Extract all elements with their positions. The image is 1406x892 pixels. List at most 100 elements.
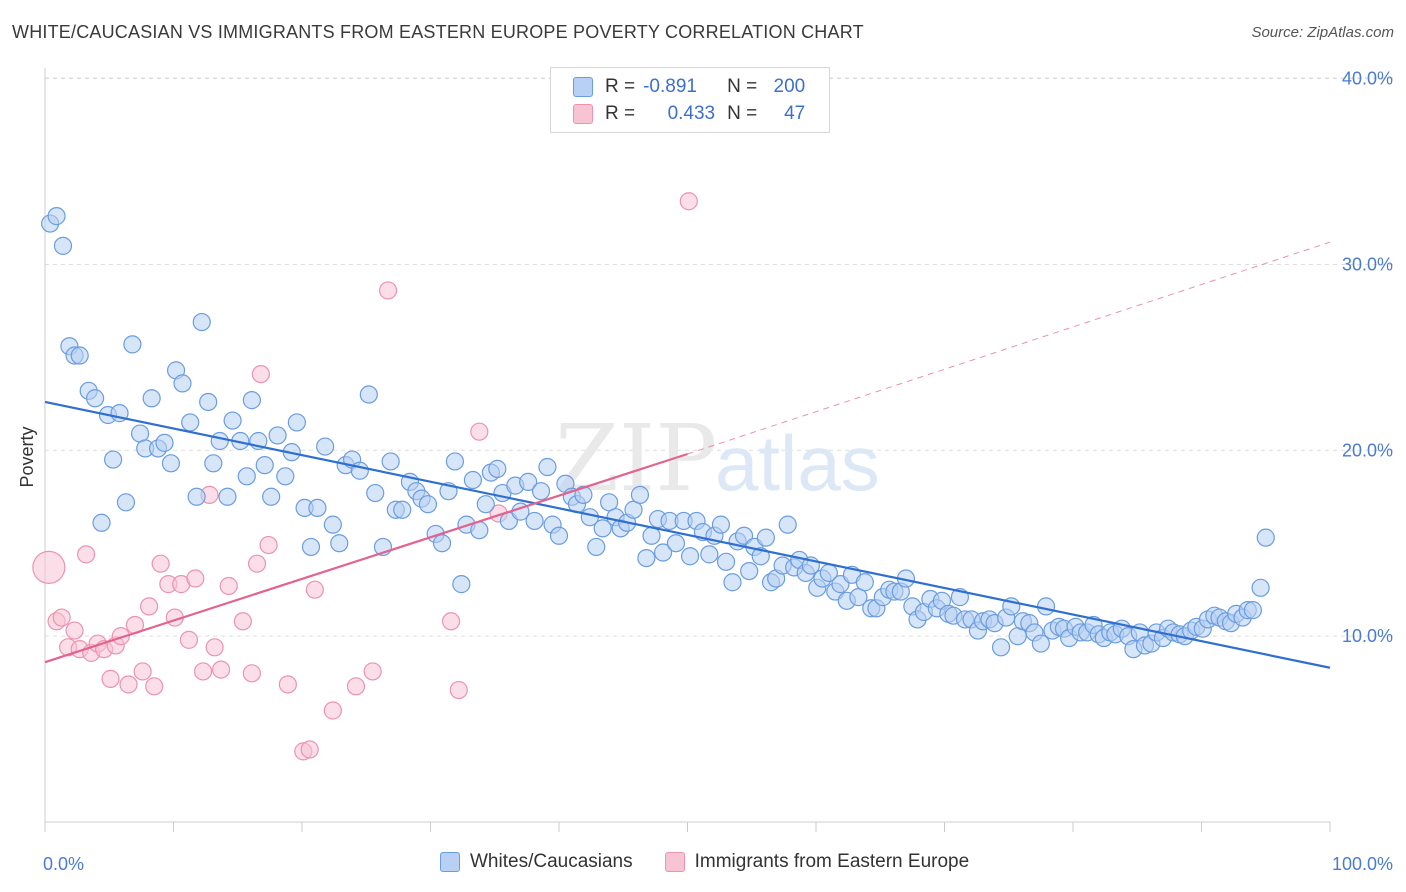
data-point-whites — [740, 561, 759, 581]
data-point-immigrants — [219, 576, 238, 596]
data-point-whites — [53, 236, 73, 255]
legend-n-label: N = — [727, 76, 758, 97]
chart-title: WHITE/CAUCASIAN VS IMMIGRANTS FROM EASTE… — [12, 22, 864, 42]
data-point-whites — [199, 392, 218, 412]
data-point-whites — [716, 552, 736, 571]
data-point-immigrants — [346, 677, 366, 696]
data-point-whites — [653, 543, 673, 562]
data-point-whites — [223, 411, 242, 430]
bottom-legend-swatch-pink — [664, 852, 685, 872]
data-point-immigrants — [32, 550, 66, 584]
data-point-whites — [204, 454, 223, 473]
data-point-immigrants — [300, 740, 319, 759]
data-point-immigrants — [363, 662, 382, 681]
data-point-whites — [70, 346, 89, 365]
x-tick-label: 100.0% — [1332, 854, 1393, 874]
data-point-immigrants — [251, 364, 270, 384]
data-point-whites — [155, 433, 174, 452]
legend-swatch-pink — [573, 104, 593, 124]
data-point-whites — [192, 312, 211, 332]
data-point-whites — [756, 528, 775, 547]
data-point-whites — [587, 537, 606, 557]
data-point-immigrants — [179, 630, 199, 649]
data-point-immigrants — [151, 554, 170, 573]
data-point-whites — [432, 534, 452, 553]
data-point-immigrants — [77, 545, 96, 564]
legend-r-value: 0.433 — [667, 103, 716, 124]
data-point-whites — [711, 515, 731, 534]
data-point-whites — [637, 548, 656, 568]
data-point-whites — [92, 513, 111, 532]
data-point-immigrants — [278, 675, 297, 694]
data-point-whites — [330, 534, 349, 553]
data-point-whites — [187, 487, 206, 506]
data-point-whites — [549, 526, 569, 545]
legend-r-label: R = — [605, 103, 636, 124]
data-point-immigrants — [470, 422, 489, 441]
data-point-whites — [161, 454, 181, 473]
data-point-immigrants — [242, 664, 261, 683]
data-point-whites — [181, 413, 200, 432]
legend-r-label: R = — [605, 76, 636, 97]
data-point-immigrants — [101, 669, 120, 688]
data-point-whites — [268, 426, 287, 445]
bottom-legend-swatch-blue — [440, 852, 460, 872]
bottom-legend-label-immigrants: Immigrants from Eastern Europe — [694, 851, 970, 872]
data-point-whites — [531, 482, 551, 501]
data-point-whites — [116, 493, 136, 512]
data-point-whites — [991, 638, 1011, 657]
data-point-whites — [488, 459, 507, 478]
y-axis-title: Poverty — [17, 426, 37, 487]
y-tick-label: 30.0% — [1342, 254, 1393, 274]
data-point-whites — [538, 457, 557, 477]
data-point-whites — [525, 511, 544, 531]
data-point-immigrants — [52, 608, 71, 627]
data-point-whites — [1243, 601, 1263, 620]
data-point-immigrants — [259, 535, 278, 555]
data-point-immigrants — [323, 701, 342, 720]
axis-labels: 10.0% 20.0% 30.0% 40.0% 0.0% 100.0% Poverty — [17, 69, 1393, 874]
y-tick-label: 40.0% — [1342, 69, 1393, 89]
data-point-whites — [445, 452, 465, 471]
data-point-whites — [452, 575, 471, 594]
data-point-whites — [700, 545, 719, 564]
data-point-whites — [210, 431, 229, 451]
bottom-legend: Whites/Caucasians Immigrants from Easter… — [440, 851, 1001, 873]
data-point-immigrants — [305, 580, 324, 599]
data-point-whites — [47, 207, 66, 226]
data-point-whites — [1251, 578, 1270, 597]
data-point-whites — [680, 547, 700, 566]
data-point-whites — [642, 526, 661, 545]
bottom-legend-item-whites: Whites/Caucasians — [440, 851, 633, 873]
trend-lines — [44, 241, 1331, 669]
data-point-immigrants — [205, 638, 224, 657]
data-point-whites — [323, 515, 342, 534]
data-point-whites — [123, 335, 142, 354]
data-point-whites — [255, 456, 274, 475]
data-point-immigrants — [679, 192, 698, 211]
data-point-immigrants — [186, 569, 205, 588]
data-point-whites — [1256, 528, 1275, 547]
data-point-whites — [242, 391, 261, 410]
watermark-atlas: atlas — [715, 419, 880, 507]
data-point-whites — [1036, 597, 1056, 616]
data-point-whites — [237, 467, 256, 486]
legend-row-whites: R = -0.891 N = 200 — [573, 75, 805, 99]
data-point-immigrants — [211, 660, 231, 679]
legend-row-immigrants: R = 0.433 N = 47 — [573, 102, 805, 126]
data-point-whites — [262, 487, 281, 506]
data-point-immigrants — [119, 675, 138, 694]
legend-n-value: 200 — [773, 76, 806, 97]
data-point-immigrants — [145, 677, 164, 696]
data-point-whites — [218, 487, 237, 506]
data-point-whites — [593, 519, 612, 538]
data-point-immigrants — [133, 662, 152, 681]
legend-r-value: -0.891 — [643, 76, 697, 97]
data-point-whites — [301, 537, 321, 557]
data-point-whites — [173, 374, 192, 393]
data-point-whites — [855, 573, 874, 592]
data-point-immigrants — [247, 554, 267, 573]
chart-source: Source: ZipAtlas.com — [1251, 24, 1394, 41]
series-immigrants-points — [32, 192, 698, 761]
data-point-whites — [1031, 634, 1050, 653]
